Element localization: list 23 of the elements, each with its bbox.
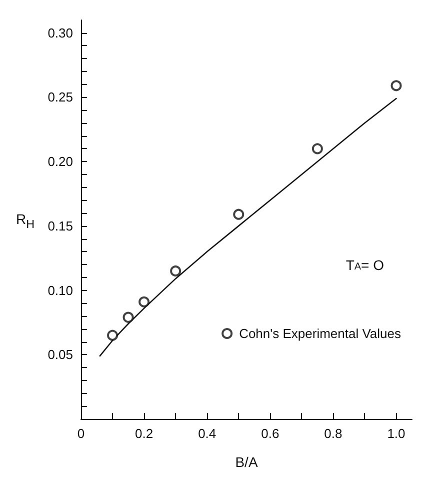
point [233, 208, 244, 220]
annotation: TA= O [346, 257, 384, 273]
point [312, 143, 323, 154]
x-axis-title: B/A [235, 454, 258, 470]
point [390, 80, 402, 92]
x-tick-label: 1.0 [387, 426, 406, 441]
y-tick-label: 0.15 [48, 218, 73, 234]
point [122, 312, 134, 323]
x-tick-label: 0.8 [324, 426, 342, 441]
y-tick-label: 0.05 [48, 347, 73, 362]
y-tick-label: 0.20 [48, 154, 73, 170]
legend-label: Cohn's Experimental Values [239, 326, 402, 341]
x-tick-label: 0.6 [261, 426, 280, 441]
y-axis-title: R$_{H}$ [16, 211, 35, 231]
y-tick-label: 0.30 [48, 25, 73, 40]
x-tick-label: 0.4 [198, 426, 216, 441]
y-tick-label: 0.25 [48, 90, 73, 105]
y-tick-label: 0.10 [48, 282, 73, 298]
x-tick-label: 0 [77, 426, 85, 441]
x-tick-label: 0.2 [135, 426, 154, 441]
point [107, 330, 118, 341]
point [170, 265, 182, 276]
point [138, 296, 150, 308]
